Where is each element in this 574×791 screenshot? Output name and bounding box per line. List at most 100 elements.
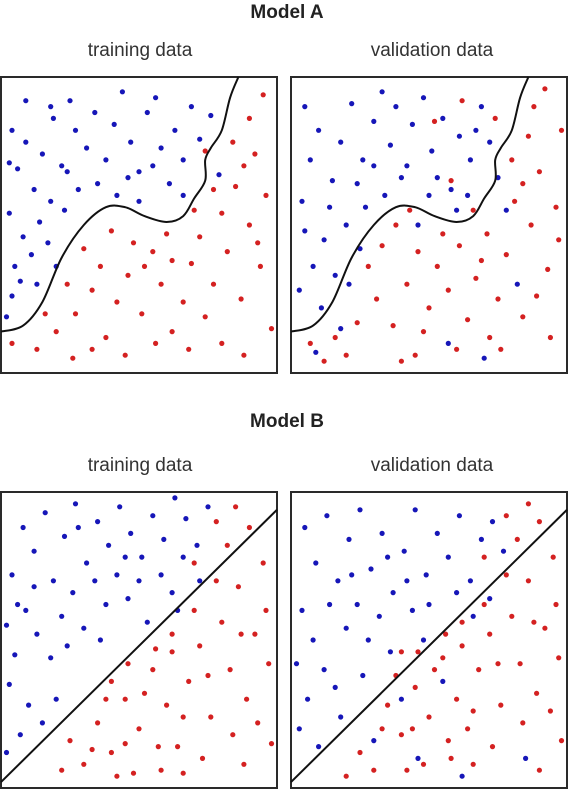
class-a-point: [17, 732, 23, 738]
class-b-point: [509, 613, 515, 619]
class-a-point: [20, 234, 26, 240]
class-a-point: [216, 172, 222, 178]
class-a-point: [31, 584, 37, 590]
class-a-point: [144, 109, 150, 116]
class-a-point: [117, 504, 123, 510]
class-b-point: [199, 755, 206, 761]
class-a-point: [34, 631, 40, 637]
class-b-point: [241, 163, 247, 169]
class-a-point: [81, 625, 87, 631]
decision-boundary: [0, 76, 240, 333]
class-b-point: [412, 684, 418, 690]
class-b-point: [191, 207, 197, 213]
class-a-point: [205, 504, 211, 510]
class-b-point: [169, 329, 175, 335]
class-b-point: [238, 296, 244, 302]
class-b-point: [503, 572, 509, 578]
class-b-point: [528, 222, 534, 228]
class-a-point: [72, 127, 79, 133]
class-a-point: [412, 507, 418, 513]
class-b-point: [390, 323, 396, 329]
model-b-training-title: training data: [87, 455, 193, 476]
class-b-point: [95, 720, 101, 726]
class-a-point: [481, 355, 487, 361]
class-b-point: [487, 334, 493, 341]
class-a-point: [6, 210, 12, 216]
class-b-point: [398, 649, 404, 655]
class-a-point: [70, 590, 76, 596]
class-a-point: [293, 661, 300, 667]
model-a-training-title: training data: [87, 40, 193, 61]
class-b-point: [67, 738, 73, 744]
class-b-point: [175, 744, 181, 750]
class-a-point: [39, 151, 46, 157]
class-a-point: [111, 121, 117, 127]
class-b-point: [357, 749, 363, 756]
plot-frame: [0, 491, 278, 789]
class-a-point: [360, 157, 366, 163]
class-b-point: [534, 293, 540, 299]
class-a-point: [9, 572, 15, 578]
class-a-point: [467, 578, 473, 584]
class-a-point: [48, 198, 54, 204]
class-b-point: [130, 240, 137, 246]
class-a-point: [28, 252, 34, 258]
class-b-point: [219, 340, 225, 346]
class-b-point: [108, 678, 114, 684]
class-b-point: [186, 678, 192, 684]
class-b-point: [89, 346, 95, 352]
class-a-point: [324, 513, 330, 519]
class-a-point: [197, 136, 203, 142]
class-b-point: [553, 601, 559, 608]
class-b-point: [520, 720, 526, 726]
class-b-point: [169, 631, 175, 637]
class-b-point: [188, 260, 194, 267]
class-b-point: [415, 249, 421, 255]
class-a-point: [59, 613, 65, 619]
class-b-point: [558, 738, 565, 744]
class-a-point: [349, 572, 355, 578]
class-a-point: [456, 513, 462, 519]
class-a-point: [478, 104, 484, 110]
class-a-point: [39, 720, 46, 726]
class-a-point: [180, 192, 186, 198]
class-b-point: [426, 714, 432, 720]
decision-boundary: [0, 509, 278, 783]
class-a-point: [9, 293, 15, 299]
class-a-point: [172, 127, 178, 133]
class-a-point: [426, 192, 432, 198]
class-a-point: [487, 139, 493, 145]
class-a-point: [302, 228, 308, 234]
class-b-point: [139, 311, 145, 317]
model-b-validation-scatter: [290, 491, 568, 789]
class-a-point: [31, 186, 37, 193]
class-b-point: [108, 228, 114, 234]
class-b-point: [158, 767, 164, 773]
class-a-point: [197, 578, 203, 584]
class-a-point: [9, 127, 15, 133]
class-a-point: [307, 157, 313, 163]
class-b-point: [64, 281, 70, 287]
class-a-point: [327, 204, 333, 210]
class-a-point: [48, 655, 54, 661]
class-b-point: [465, 317, 471, 323]
class-b-point: [545, 266, 551, 272]
class-a-point: [75, 186, 81, 193]
class-a-point: [338, 139, 344, 145]
class-b-point: [503, 252, 509, 258]
class-b-point: [42, 311, 48, 317]
class-a-point: [136, 198, 142, 204]
class-b-point: [233, 183, 239, 190]
class-b-point: [536, 169, 542, 175]
class-b-point: [343, 773, 349, 779]
class-b-point: [492, 115, 498, 121]
class-a-point: [321, 237, 327, 243]
class-a-point: [376, 613, 382, 619]
class-a-point: [310, 263, 316, 269]
class-b-point: [197, 643, 203, 649]
class-a-point: [3, 622, 10, 628]
class-b-point: [224, 249, 230, 255]
class-a-point: [420, 95, 427, 101]
class-a-point: [31, 548, 37, 554]
class-b-point: [164, 702, 170, 708]
